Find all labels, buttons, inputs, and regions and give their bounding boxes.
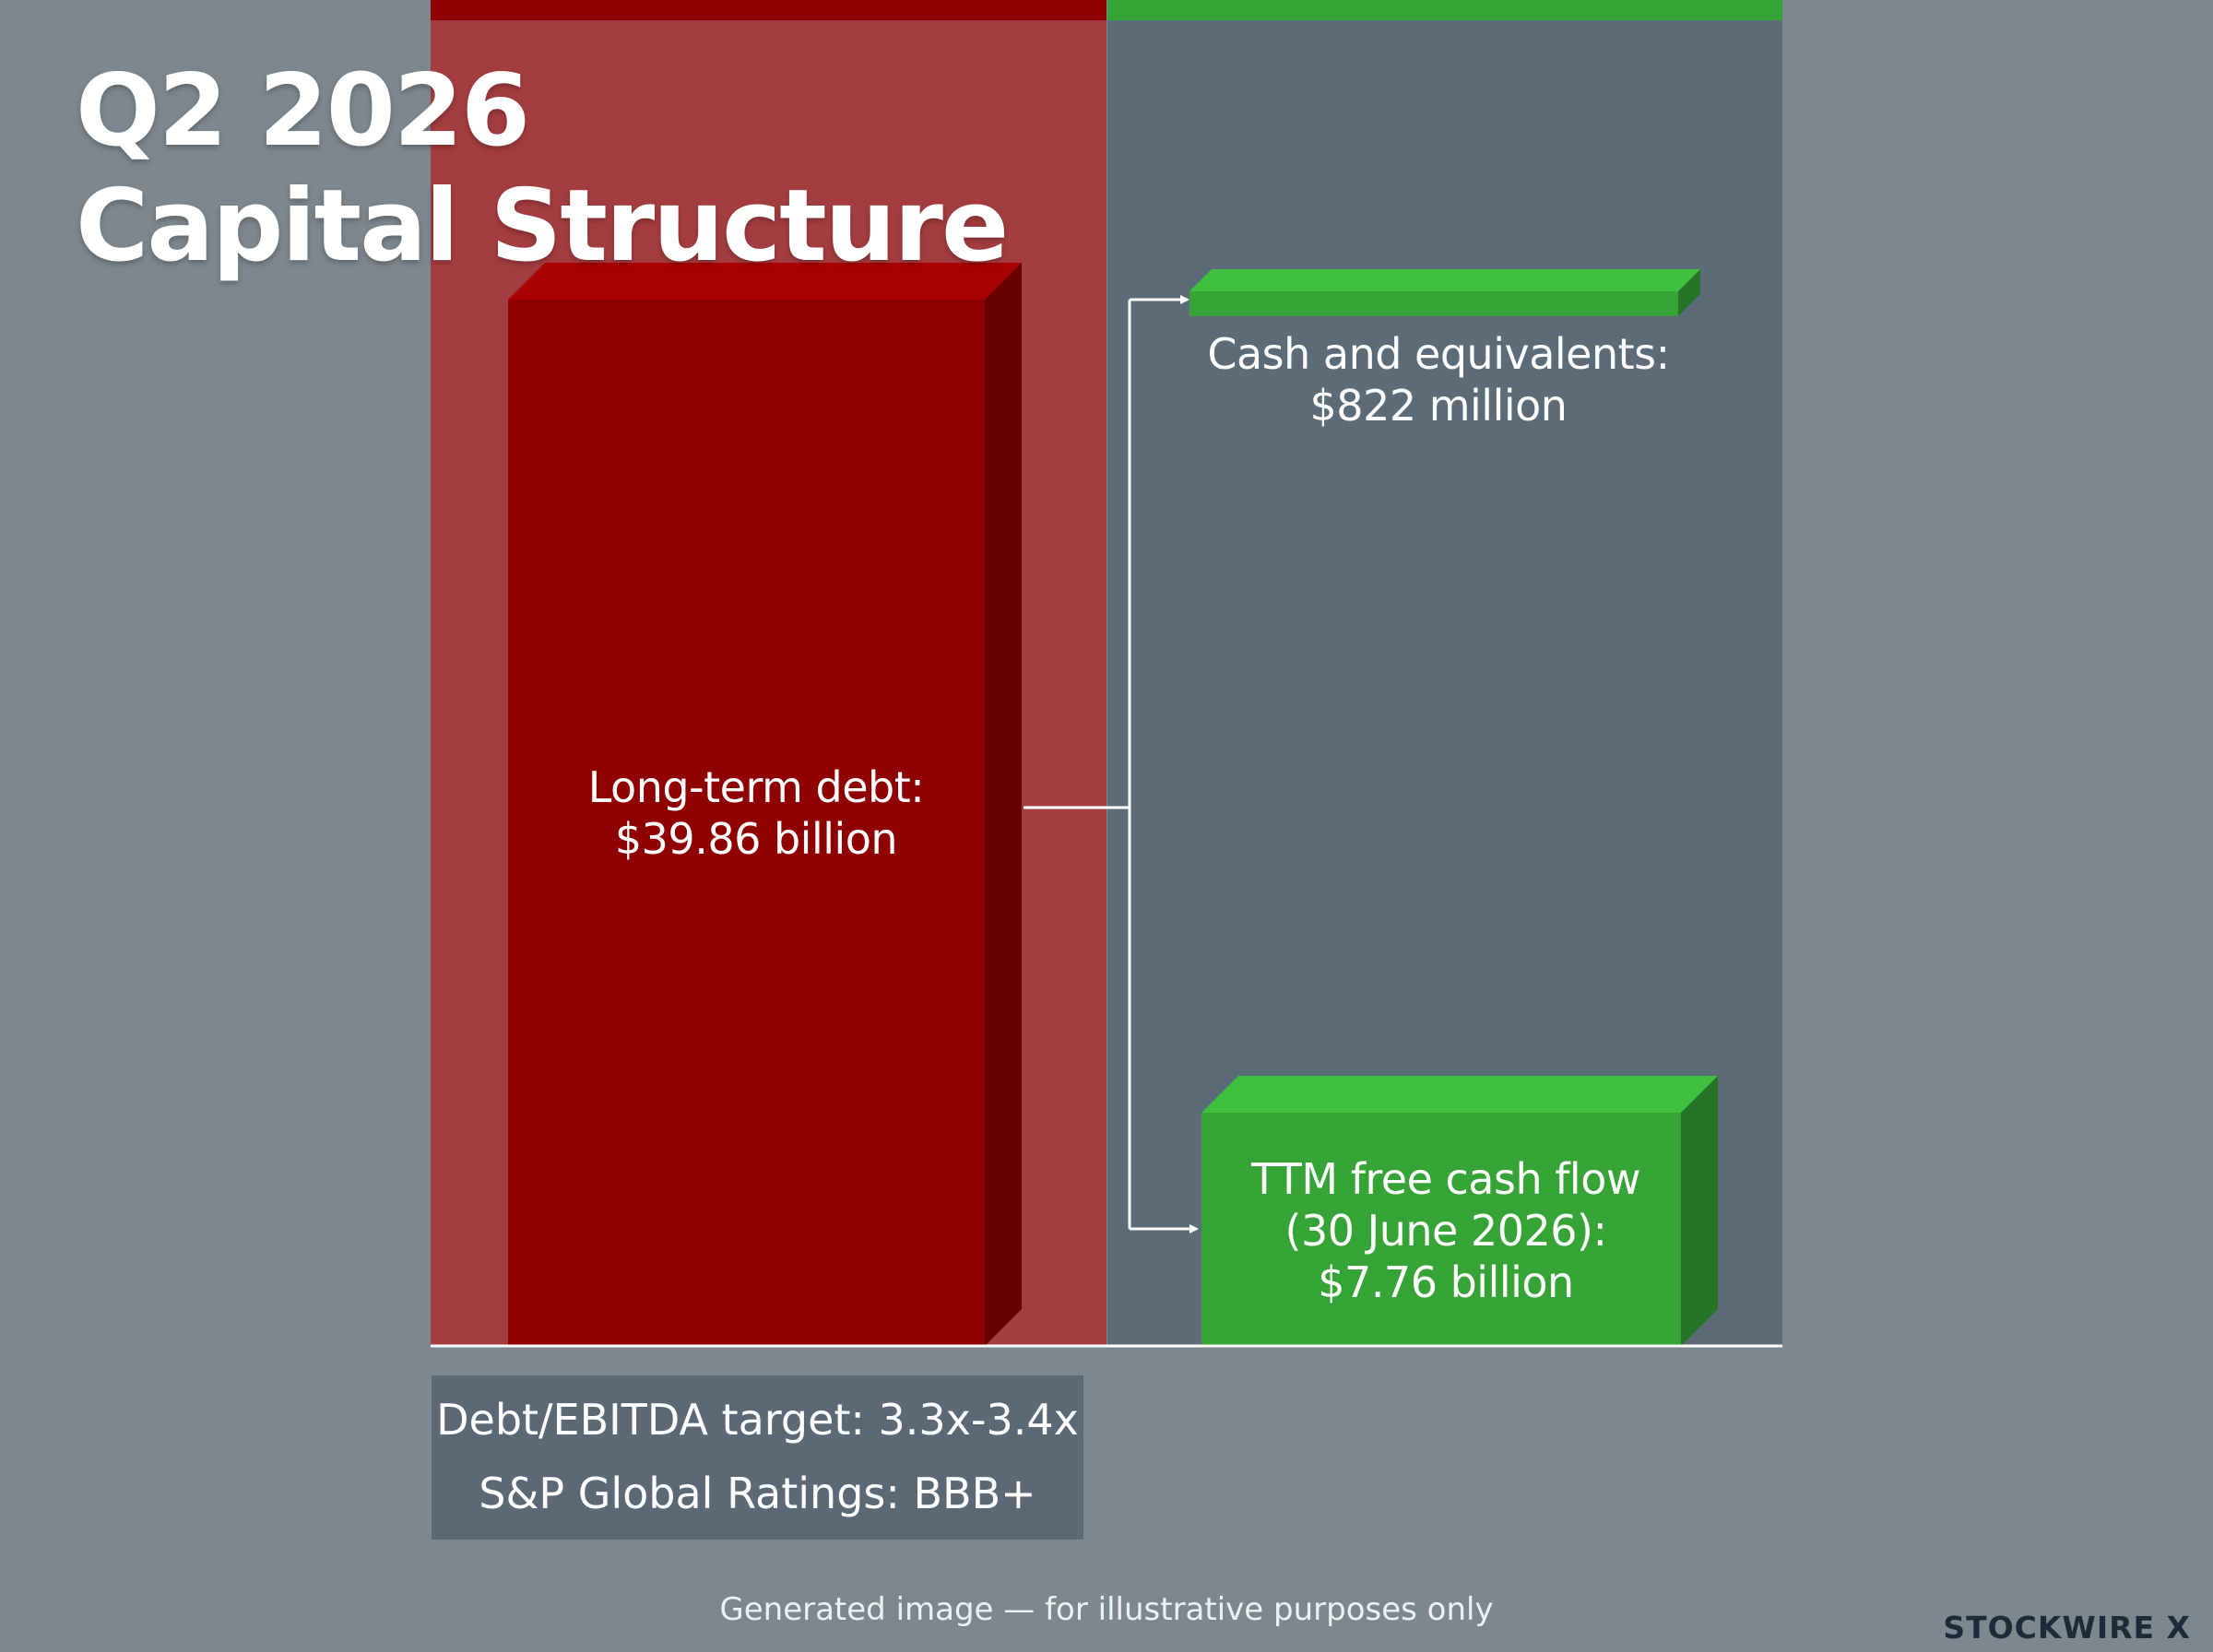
fcf-bar-label: TTM free cash flow (30 June 2026): $7.76… (1201, 1153, 1690, 1308)
cash-bar-label: Cash and equivalents: $822 million (1143, 328, 1734, 431)
debt-label-line-2: $39.86 billion (614, 814, 898, 864)
bar-cash-equivalents-side-face (1678, 269, 1700, 316)
bar-free-cash-flow-top-face (1201, 1076, 1718, 1113)
connector-arrows (1024, 295, 1199, 1233)
cash-label-line-2: $822 million (1309, 381, 1568, 431)
bar-cash-equivalents-front-face (1189, 291, 1678, 316)
bar-cash-equivalents (1189, 269, 1700, 316)
bars-layer (508, 263, 1718, 1346)
footer-disclaimer: Generated image — for illustrative purpo… (719, 1591, 1494, 1628)
bar-long-term-debt-side-face (985, 263, 1022, 1346)
fcf-label-line-1: TTM free cash flow (1251, 1154, 1640, 1204)
bar-long-term-debt-front-face (508, 300, 985, 1346)
bar-free-cash-flow (1201, 1076, 1718, 1346)
info-box: Debt/EBITDA target: 3.3x-3.4x S&P Global… (432, 1375, 1083, 1540)
bar-free-cash-flow-side-face (1681, 1076, 1718, 1346)
bar-long-term-debt (508, 263, 1022, 1346)
cash-panel-top-stripe (1107, 0, 1782, 20)
cash-label-line-1: Cash and equivalents: (1207, 329, 1670, 379)
fcf-label-line-2: (30 June 2026): (1284, 1206, 1607, 1256)
debt-bar-label: Long-term debt: $39.86 billion (516, 761, 996, 865)
page-title: Q2 2026 Capital Structure (76, 53, 1009, 284)
fcf-label-line-3: $7.76 billion (1318, 1257, 1574, 1307)
bar-free-cash-flow-front-face (1201, 1113, 1681, 1346)
bar-cash-equivalents-top-face (1189, 269, 1700, 291)
title-line-1: Q2 2026 (76, 53, 530, 169)
debt-panel-top-stripe (431, 0, 1106, 20)
bar-long-term-debt-top-face (508, 263, 1022, 300)
debt-label-line-1: Long-term debt: (587, 762, 925, 812)
debt-ebitda-target: Debt/EBITDA target: 3.3x-3.4x (436, 1395, 1079, 1445)
sp-rating: S&P Global Ratings: BBB+ (479, 1469, 1036, 1518)
title-line-2: Capital Structure (76, 169, 1009, 284)
stockwire-logo: STOCKWIRE X (1943, 1610, 2191, 1646)
